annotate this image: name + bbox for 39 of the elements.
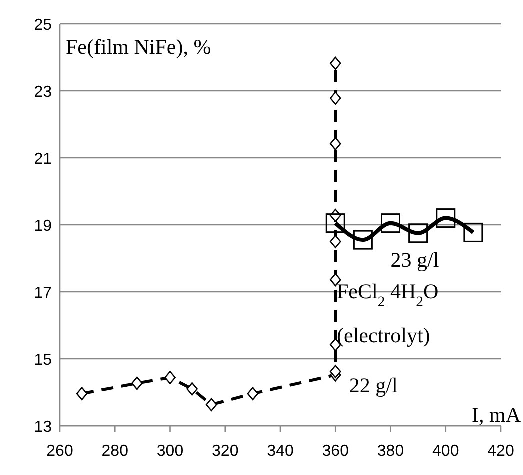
x-axis-title: I, mA <box>472 403 522 427</box>
point <box>330 137 342 151</box>
x-tick-label: 320 <box>212 443 239 460</box>
x-tick-label: 420 <box>488 443 514 460</box>
point <box>436 208 456 228</box>
point <box>353 230 373 250</box>
point <box>408 224 428 244</box>
y-tick-label: 19 <box>34 218 52 235</box>
point <box>164 371 176 384</box>
x-tick-label: 400 <box>432 443 460 460</box>
y-tick-label: 17 <box>34 285 52 302</box>
x-tick-label: 340 <box>267 443 294 460</box>
point <box>132 376 143 390</box>
y-tick-label: 21 <box>34 151 52 168</box>
x-tick-label: 280 <box>102 443 129 460</box>
y-axis-title: Fe(film NiFe), % <box>66 35 212 60</box>
x-tick-label: 260 <box>46 443 74 460</box>
point <box>247 387 259 400</box>
x-tick-label: 300 <box>156 443 184 460</box>
y-tick-label: 15 <box>34 352 52 369</box>
point <box>76 387 88 400</box>
point <box>330 365 342 378</box>
point <box>330 92 342 106</box>
point <box>330 235 342 248</box>
point <box>206 398 218 412</box>
annotation: (electrolyt) <box>337 323 430 348</box>
annotation: FeCl$_{2}$ 4H$_{2}$O <box>337 280 439 311</box>
annotation: 22 g/l <box>349 374 398 398</box>
y-tick-label: 23 <box>34 84 52 101</box>
point <box>326 214 346 234</box>
y-tick-label: 25 <box>34 17 52 34</box>
point <box>381 214 400 234</box>
y-tick-label: 13 <box>34 419 52 436</box>
x-tick-label: 380 <box>377 443 404 460</box>
point <box>464 222 484 242</box>
point <box>186 382 198 396</box>
annotation: 23 g/l <box>390 248 440 272</box>
point <box>330 56 342 70</box>
x-tick-label: 360 <box>322 443 350 460</box>
